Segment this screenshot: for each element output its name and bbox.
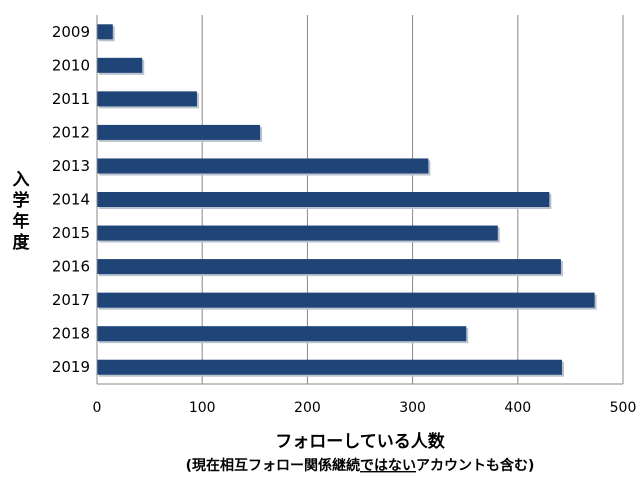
y-axis-label-char: 度 bbox=[13, 232, 31, 253]
x-tick-label: 0 bbox=[93, 400, 102, 416]
y-tick-label: 2009 bbox=[52, 23, 90, 41]
y-tick-labels: 2009 2010 2011 2012 2013 2014 2015 2016 2017 2018… bbox=[52, 23, 90, 376]
y-tick-label: 2015 bbox=[52, 224, 90, 242]
x-tick-label: 500 bbox=[610, 400, 637, 416]
x-axis-note: (現在相互フォロー関係継続ではないアカウントも含む) bbox=[186, 457, 535, 474]
bar-2013 bbox=[97, 158, 429, 174]
y-axis-label-char: 学 bbox=[13, 190, 30, 211]
y-tick-label: 2017 bbox=[52, 291, 90, 309]
x-tick-label: 300 bbox=[399, 400, 426, 416]
y-tick-label: 2012 bbox=[52, 123, 90, 141]
bar-2009 bbox=[97, 24, 113, 40]
y-tick-label: 2014 bbox=[52, 191, 90, 209]
y-tick-label: 2018 bbox=[52, 325, 90, 343]
x-axis-note-part-1: (現在相互フォロー関係継続 bbox=[186, 457, 360, 474]
bars bbox=[97, 24, 597, 377]
x-axis-note-part-3: アカウントも含む) bbox=[416, 457, 534, 474]
x-axis-note-part-2: ではない bbox=[360, 458, 416, 474]
y-tick-label: 2019 bbox=[52, 358, 90, 376]
y-axis-label-char: 入 bbox=[13, 170, 30, 190]
y-tick-label: 2013 bbox=[52, 157, 90, 175]
x-tick-label: 100 bbox=[189, 400, 216, 416]
bar-2014 bbox=[97, 192, 550, 207]
bar-2018 bbox=[97, 326, 467, 342]
bar-2011 bbox=[97, 91, 197, 107]
x-tick-label: 400 bbox=[504, 400, 531, 416]
bar-2017 bbox=[97, 292, 595, 308]
bar-2016 bbox=[97, 259, 561, 275]
bar-2012 bbox=[97, 124, 261, 140]
bar-2015 bbox=[97, 225, 498, 241]
x-axis-label: フォローしている人数 bbox=[275, 431, 445, 452]
y-tick-label: 2011 bbox=[52, 90, 90, 108]
bar-2019 bbox=[97, 359, 562, 375]
y-tick-label: 2016 bbox=[52, 258, 90, 276]
bar-2010 bbox=[97, 57, 143, 73]
y-axis-label-char: 年 bbox=[13, 211, 30, 232]
y-tick-label: 2010 bbox=[52, 56, 90, 74]
x-tick-labels: 0 100 200 300 400 500 bbox=[93, 400, 637, 416]
x-tick-label: 200 bbox=[294, 400, 321, 416]
